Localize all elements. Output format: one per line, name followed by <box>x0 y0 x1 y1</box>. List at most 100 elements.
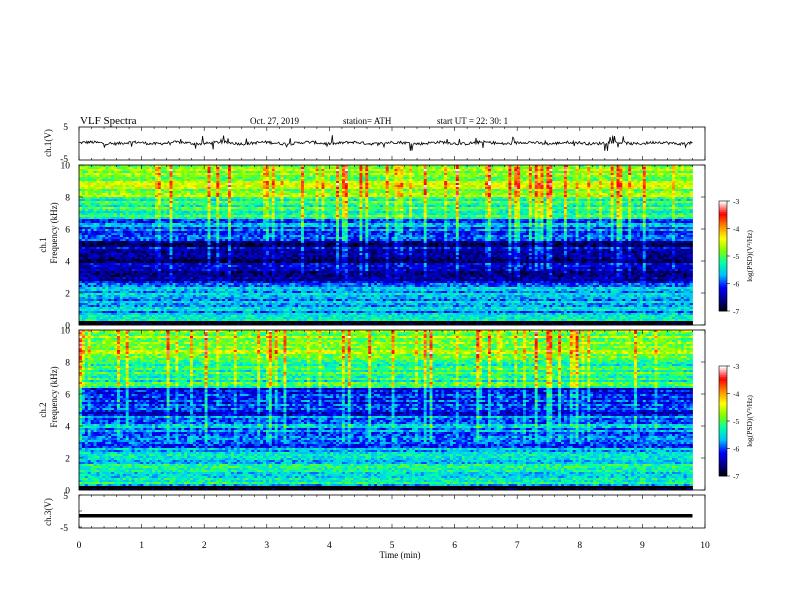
spectrogram-cell <box>391 179 395 182</box>
spectrogram-cell <box>146 171 150 174</box>
spectrogram-cell <box>447 177 451 180</box>
spectrogram-cell <box>131 173 135 176</box>
spectrogram-cell <box>625 169 629 172</box>
spectrogram-cell <box>286 173 290 176</box>
spectrogram-cell <box>96 167 100 170</box>
recording-date: Oct. 27, 2019 <box>250 116 299 126</box>
spectrogram-cell <box>318 173 322 176</box>
spectrogram-cell <box>268 185 273 188</box>
spectrogram-cell <box>154 175 159 178</box>
spectrogram-cell <box>271 169 276 172</box>
spectrogram-cell <box>157 185 162 188</box>
spectrogram-cell <box>429 181 433 184</box>
spectrogram-cell <box>520 187 524 190</box>
spectrogram-cell <box>265 173 270 176</box>
spectrogram-cell <box>455 173 460 176</box>
spectrogram-cell <box>111 165 115 168</box>
spectrogram-cell <box>666 181 670 184</box>
spectrogram-cell <box>376 165 381 168</box>
spectrogram-cell <box>274 173 279 176</box>
spectrogram-cell <box>625 171 629 174</box>
spectrogram-cell <box>172 179 176 182</box>
spectrogram-cell <box>636 171 641 174</box>
spectrogram-cell <box>330 181 334 184</box>
spectrogram-cell <box>274 183 279 186</box>
spectrogram-cell <box>450 185 454 188</box>
spectrogram-cell <box>601 183 606 186</box>
spectrogram-cell <box>686 175 690 178</box>
spectrogram-cell <box>315 171 319 174</box>
spectrogram-cell <box>412 165 416 168</box>
spectrogram-cell <box>178 189 182 192</box>
spectrogram-cell <box>260 167 264 170</box>
spectrogram-cell <box>93 169 97 172</box>
spectrogram-cell <box>485 183 489 186</box>
spectrogram-cell <box>455 183 460 186</box>
spectrogram-cell <box>99 173 103 176</box>
spectrogram-cell <box>546 175 550 178</box>
spectrogram-cell <box>476 189 480 192</box>
spectrogram-cell <box>157 189 162 192</box>
spectrogram-cell <box>596 169 600 172</box>
spectrogram-cell <box>128 189 132 192</box>
spectrogram-cell <box>178 181 182 184</box>
spectrogram-cell <box>143 175 147 178</box>
spectrogram-cell <box>90 187 95 190</box>
spectrogram-cell <box>450 179 454 182</box>
spectrogram-cell <box>499 171 503 174</box>
spectrogram-cell <box>388 187 392 190</box>
spectrogram-cell <box>677 181 682 184</box>
spectrogram-cell <box>566 175 571 178</box>
spectrogram-cell <box>461 165 466 168</box>
spectrogram-cell <box>344 183 349 186</box>
spectrogram-cell <box>663 185 667 188</box>
spectrogram-cell <box>657 177 661 180</box>
spectrogram-cell <box>672 171 676 174</box>
spectrogram-cell <box>412 167 416 170</box>
spectrogram-cell <box>520 173 524 176</box>
spectrogram-cell <box>514 181 518 184</box>
spectrogram-cell <box>552 177 556 180</box>
spectrogram-cell <box>575 175 579 178</box>
spectrogram-cell <box>350 179 354 182</box>
spectrogram-cell <box>318 181 322 184</box>
spectrogram-cell <box>642 167 647 170</box>
spectrogram-cell <box>131 185 135 188</box>
spectrogram-cell <box>365 169 369 172</box>
spectrogram-cell <box>464 171 468 174</box>
spectrogram-cell <box>207 187 211 190</box>
spectrogram-cell <box>540 187 544 190</box>
spectrogram-cell <box>523 181 527 184</box>
spectrogram-cell <box>610 187 614 190</box>
spectrogram-cell <box>409 181 413 184</box>
spectrogram-cell <box>686 171 690 174</box>
spectrogram-cell <box>599 179 603 182</box>
spectrogram-cell <box>339 167 343 170</box>
spectrogram-cell <box>654 187 658 190</box>
spectrogram-cell <box>251 171 255 174</box>
spectrogram-cell <box>581 167 585 170</box>
spectrogram-cell <box>555 171 559 174</box>
spectrogram-cell <box>277 167 281 170</box>
spectrogram-cell <box>245 189 249 192</box>
spectrogram-cell <box>648 169 652 172</box>
spectrogram-cell <box>257 179 261 182</box>
spectrogram-cell <box>341 167 346 170</box>
spectrogram-cell <box>230 177 235 180</box>
spectrogram-cell <box>388 169 392 172</box>
spectrogram-cell <box>163 175 168 178</box>
spectrogram-cell <box>587 169 591 172</box>
spectrogram-cell <box>651 169 655 172</box>
spectrogram-cell <box>420 167 425 170</box>
spectrogram-cell <box>79 165 83 168</box>
spectrogram-cell <box>108 183 112 186</box>
spectrogram-cell <box>309 183 314 186</box>
spectrogram-cell <box>572 181 577 184</box>
spectrogram-cell <box>482 187 486 190</box>
spectrogram-cell <box>140 175 144 178</box>
spectrogram-cell <box>566 173 571 176</box>
spectrogram-cell <box>528 165 533 168</box>
spectrogram-cell <box>265 171 270 174</box>
spectrogram-cell <box>566 171 571 174</box>
spectrogram-cell <box>274 181 279 184</box>
